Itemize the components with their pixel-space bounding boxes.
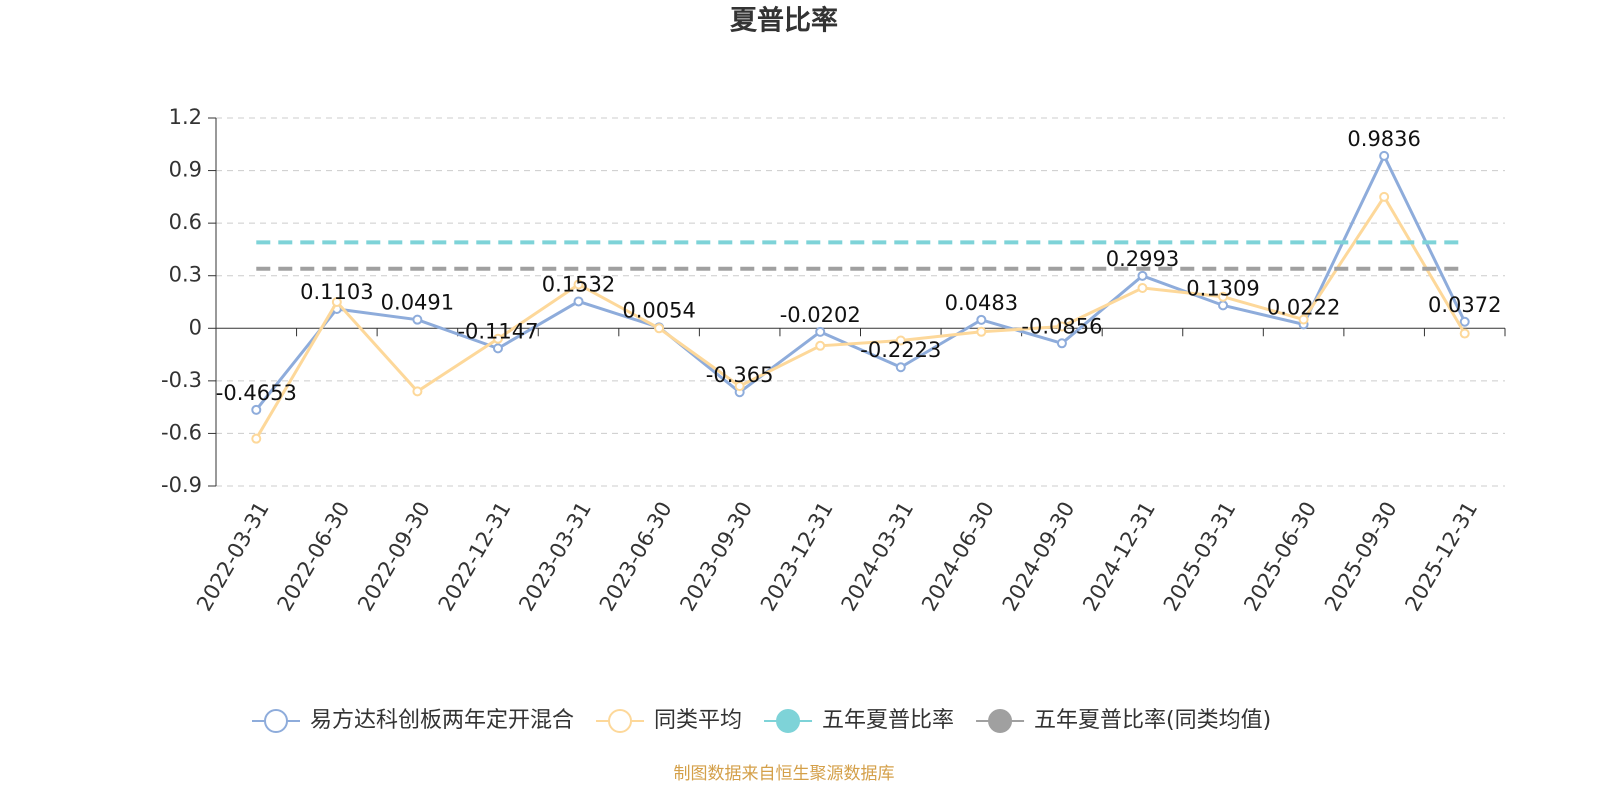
data-point	[1137, 270, 1148, 281]
data-label: -0.365	[706, 363, 774, 387]
data-point	[1459, 316, 1470, 327]
x-tick-label: 2022-06-30	[273, 498, 355, 616]
data-label: -0.0202	[780, 303, 861, 327]
data-point	[976, 326, 987, 337]
legend-label: 同类平均	[654, 708, 742, 733]
y-tick-label: -0.6	[161, 420, 202, 444]
x-tick-label: 2022-12-31	[434, 498, 516, 616]
data-point	[1218, 291, 1229, 302]
data-point	[412, 386, 423, 397]
data-label: 0.1103	[300, 280, 373, 304]
data-label: 0.0491	[381, 291, 454, 315]
x-tick-label: 2024-03-31	[836, 498, 918, 616]
data-label: 0.0222	[1267, 295, 1340, 319]
data-point	[815, 340, 826, 351]
legend-marker	[608, 709, 633, 733]
x-tick-label: 2024-06-30	[917, 498, 999, 616]
data-point	[573, 296, 584, 307]
data-point	[492, 343, 503, 354]
legend-marker	[264, 709, 288, 733]
data-label: 0.9836	[1347, 127, 1420, 151]
data-point	[895, 335, 906, 346]
data-point	[1056, 338, 1067, 349]
x-tick-label: 2022-09-30	[353, 498, 435, 616]
data-point	[1056, 321, 1067, 332]
y-tick-label: -0.9	[161, 473, 202, 497]
data-point	[251, 433, 262, 444]
data-point	[1218, 300, 1229, 311]
data-point	[1137, 282, 1148, 293]
chart-title: 夏普比率	[730, 5, 838, 37]
source-note: 制图数据来自恒生聚源数据库	[674, 764, 895, 784]
data-point	[492, 333, 503, 344]
series-line	[254, 194, 1467, 440]
x-tick-label: 2022-03-31	[192, 498, 274, 616]
data-label: 0.1532	[542, 272, 615, 296]
x-tick-label: 2024-12-31	[1078, 498, 1160, 616]
y-tick-label: 1.2	[169, 105, 202, 129]
data-point	[1379, 191, 1390, 202]
data-label: 0.2993	[1106, 247, 1179, 271]
y-tick-label: 0	[189, 315, 202, 339]
data-point	[331, 297, 342, 307]
data-point	[412, 314, 423, 325]
data-point	[1298, 314, 1309, 325]
data-point	[734, 381, 745, 392]
legend-marker	[776, 709, 801, 733]
y-tick-label: 0.3	[169, 263, 202, 287]
data-label: -0.4653	[216, 381, 297, 405]
legend-label: 五年夏普比率	[822, 708, 954, 733]
data-point	[573, 279, 584, 290]
data-label: 0.1309	[1186, 276, 1259, 300]
data-label: -0.2223	[860, 338, 941, 362]
x-tick-label: 2025-09-30	[1320, 498, 1402, 616]
x-tick-label: 2025-06-30	[1239, 498, 1321, 616]
legend-label: 五年夏普比率(同类均值)	[1034, 708, 1271, 733]
data-label: 0.0372	[1428, 293, 1501, 317]
x-tick-label: 2023-03-31	[514, 498, 596, 616]
data-label: 0.0483	[945, 291, 1018, 315]
x-tick-label: 2025-03-31	[1159, 498, 1241, 616]
x-tick-label: 2024-09-30	[998, 498, 1080, 616]
data-label: 0.0054	[622, 298, 695, 322]
series-line	[255, 152, 1467, 411]
data-label: -0.1147	[457, 319, 538, 343]
data-point	[251, 404, 262, 415]
legend: 易方达科创板两年定开混合 同类平均 五年夏普比率 五年夏普比率(同类均值)	[252, 708, 1271, 733]
y-tick-label: -0.3	[161, 368, 202, 392]
data-point	[976, 314, 987, 325]
data-point	[895, 362, 906, 373]
y-tick-label: 0.6	[169, 210, 202, 234]
data-point	[1459, 328, 1470, 339]
data-label: -0.0856	[1021, 314, 1102, 338]
x-tick-label: 2025-12-31	[1400, 498, 1482, 616]
data-point	[1379, 150, 1390, 161]
y-tick-label: 0.9	[169, 158, 202, 182]
data-point	[815, 326, 826, 337]
data-point	[654, 323, 665, 334]
legend-label: 易方达科创板两年定开混合	[310, 708, 574, 733]
x-tick-label: 2023-06-30	[595, 498, 677, 616]
x-tick-label: 2023-12-31	[756, 498, 838, 616]
x-tick-label: 2023-09-30	[675, 498, 757, 616]
legend-marker	[988, 709, 1013, 733]
